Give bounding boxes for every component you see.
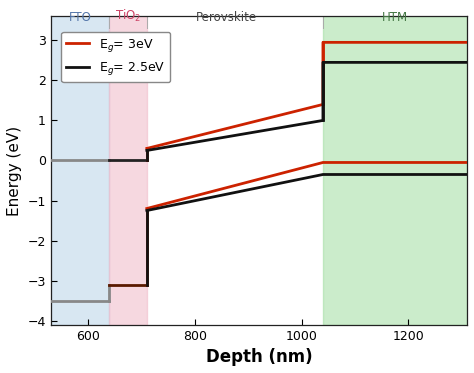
Bar <box>147 16 323 325</box>
X-axis label: Depth (nm): Depth (nm) <box>206 348 312 366</box>
Text: FTO: FTO <box>69 10 91 23</box>
Bar <box>51 16 109 325</box>
Y-axis label: Energy (eV): Energy (eV) <box>7 125 22 216</box>
Text: HTM: HTM <box>382 10 408 23</box>
Legend: E$_g$= 3eV, E$_g$= 2.5eV: E$_g$= 3eV, E$_g$= 2.5eV <box>61 32 170 82</box>
Bar <box>109 16 147 325</box>
Text: Perovskite: Perovskite <box>196 10 257 23</box>
Text: TiO$_2$: TiO$_2$ <box>115 7 141 23</box>
Bar <box>323 16 467 325</box>
